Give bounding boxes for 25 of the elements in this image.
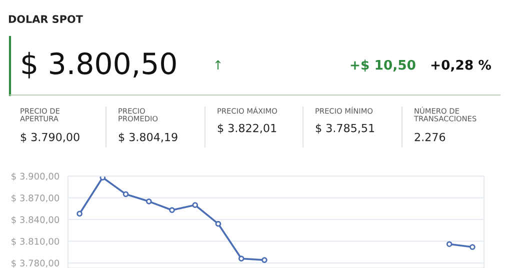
point (169, 207, 175, 214)
point (262, 257, 268, 263)
text: $ 3.785,51 (316, 124, 374, 134)
y-tick-label: $ 3.870,00 (12, 194, 60, 203)
text: DOLAR SPOT (8, 15, 83, 24)
point (192, 202, 198, 208)
text: ↑ (215, 60, 221, 70)
point (215, 220, 222, 227)
point (122, 191, 129, 198)
point (146, 198, 152, 204)
text: +0,28 % (431, 60, 492, 72)
text: +$ 10,50 (350, 60, 416, 72)
point (470, 244, 476, 250)
text: $ 3.822,01 (218, 124, 276, 134)
text: $ 3.800,50 (22, 52, 176, 78)
y-tick-label: $ 3.900,00 (12, 172, 60, 181)
text: $ 3.790,00 (20, 132, 80, 143)
text: 2.276 (414, 132, 446, 142)
y-tick-label: $ 3.840,00 (12, 216, 60, 224)
point (446, 241, 452, 248)
text: $ 3.804,19 (118, 132, 178, 143)
point (76, 210, 82, 217)
point (238, 256, 244, 262)
y-tick-label: $ 3.780,00 (12, 260, 60, 268)
y-tick-label: $ 3.810,00 (12, 238, 60, 246)
